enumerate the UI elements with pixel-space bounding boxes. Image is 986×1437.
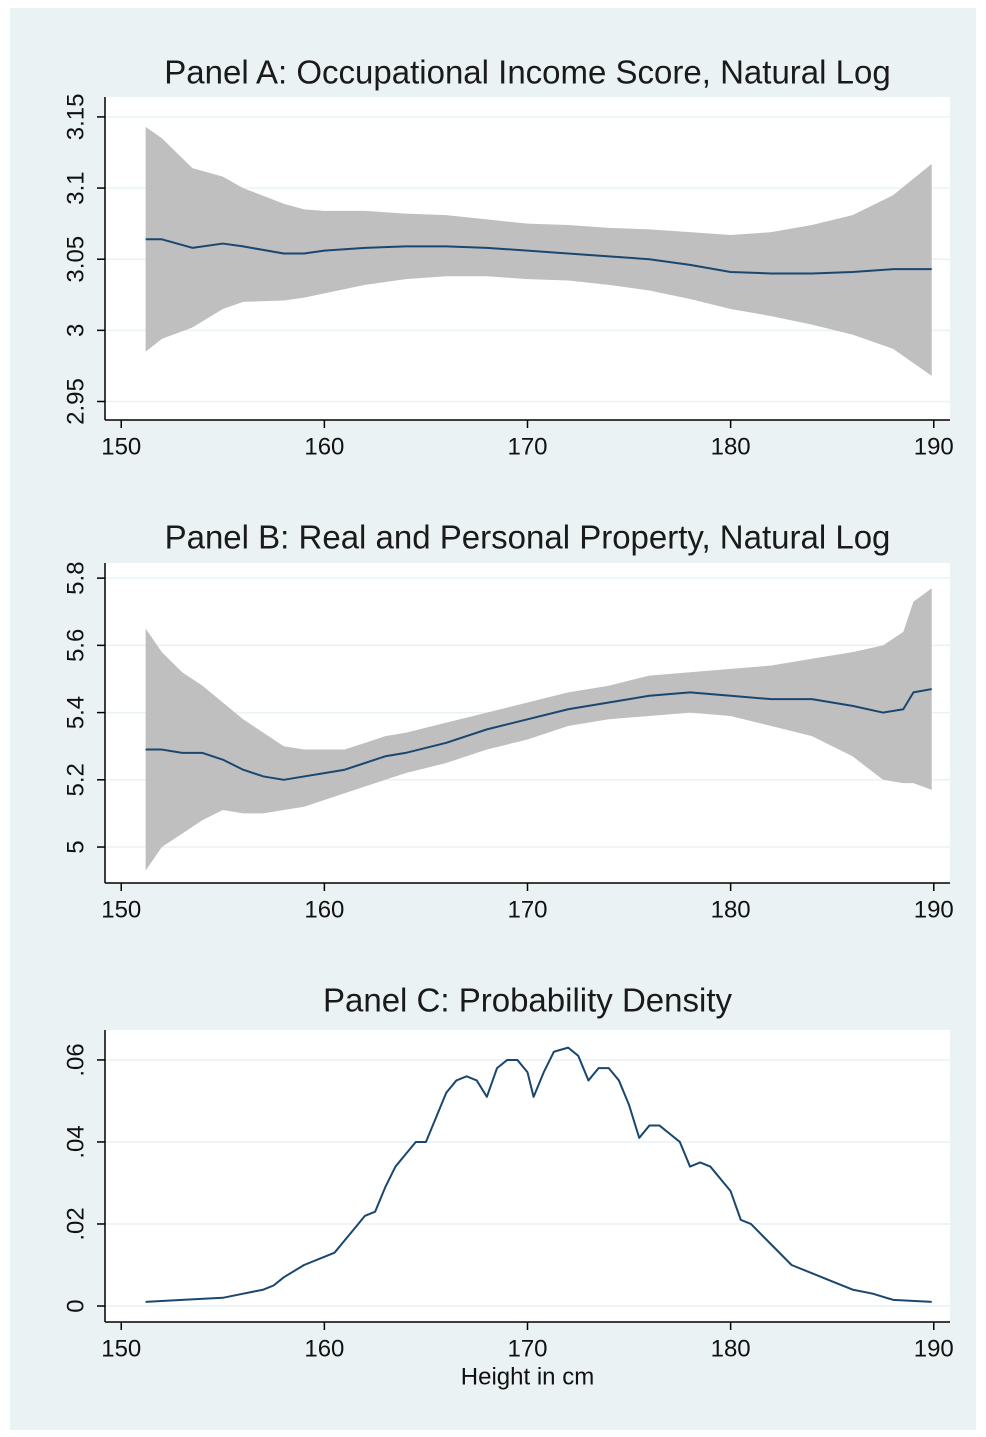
y-tick-label: 3.1 — [62, 171, 89, 204]
x-tick-label: 190 — [914, 1335, 954, 1362]
x-tick-label: 160 — [304, 1335, 344, 1362]
y-tick-label: .06 — [62, 1043, 89, 1076]
chart-title: Panel B: Real and Personal Property, Nat… — [165, 519, 891, 556]
x-tick-label: 170 — [507, 433, 547, 460]
y-tick-label: 5.6 — [62, 629, 89, 662]
y-tick-label: 3.15 — [62, 94, 89, 141]
x-tick-label: 150 — [101, 433, 141, 460]
x-tick-label: 150 — [101, 896, 141, 923]
chart-title: Panel A: Occupational Income Score, Natu… — [164, 54, 890, 91]
y-tick-label: 3 — [62, 324, 89, 337]
x-tick-label: 170 — [507, 896, 547, 923]
x-tick-label: 170 — [507, 1335, 547, 1362]
y-tick-label: 5.2 — [62, 763, 89, 796]
confidence-band — [145, 588, 932, 871]
x-tick-label: 160 — [304, 433, 344, 460]
x-axis-title: Height in cm — [461, 1363, 594, 1390]
x-tick-label: 180 — [711, 433, 751, 460]
y-tick-label: .02 — [62, 1207, 89, 1240]
chart-title: Panel C: Probability Density — [323, 982, 733, 1019]
line — [145, 1046, 932, 1303]
plot-area — [105, 1030, 950, 1322]
x-tick-label: 190 — [914, 433, 954, 460]
line — [145, 688, 932, 781]
y-tick-label: 0 — [62, 1299, 89, 1312]
x-tick-label: 180 — [711, 1335, 751, 1362]
x-tick-label: 150 — [101, 1335, 141, 1362]
y-tick-label: 5.4 — [62, 696, 89, 729]
x-tick-label: 190 — [914, 896, 954, 923]
y-tick-label: .04 — [62, 1125, 89, 1158]
y-tick-label: 2.95 — [62, 378, 89, 425]
x-tick-label: 180 — [711, 896, 751, 923]
y-tick-label: 5 — [62, 840, 89, 853]
y-tick-label: 5.8 — [62, 561, 89, 594]
x-tick-label: 160 — [304, 896, 344, 923]
line — [145, 238, 932, 275]
y-tick-label: 3.05 — [62, 236, 89, 283]
